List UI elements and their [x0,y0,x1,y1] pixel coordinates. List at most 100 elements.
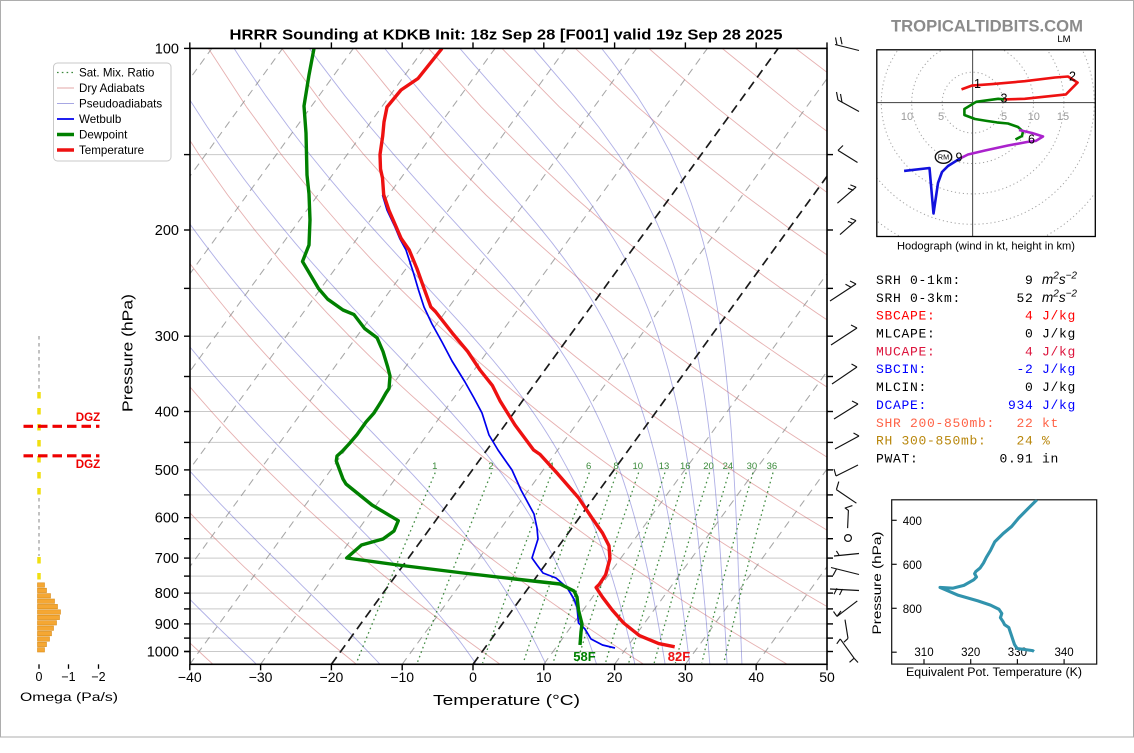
svg-text:24: 24 [1016,434,1033,449]
svg-text:MLCIN:: MLCIN: [876,380,927,395]
svg-text:22: 22 [1016,416,1033,431]
svg-text:−10: −10 [390,669,414,685]
svg-text:MUCAPE:: MUCAPE: [876,344,936,359]
svg-text:30: 30 [747,461,758,472]
svg-text:PWAT:: PWAT: [876,452,919,467]
svg-text:Wetbulb: Wetbulb [79,113,121,126]
svg-text:Pressure (hPa): Pressure (hPa) [872,531,884,634]
svg-text:6: 6 [586,461,591,472]
svg-text:934: 934 [1008,398,1034,413]
svg-text:10: 10 [901,111,913,123]
svg-text:SRH 0-3km:: SRH 0-3km: [876,291,961,306]
svg-text:0: 0 [1025,327,1034,342]
svg-text:5: 5 [938,111,944,123]
svg-text:DGZ: DGZ [76,458,100,471]
svg-text:52: 52 [1016,291,1033,306]
svg-text:82F: 82F [668,649,690,664]
svg-text:J/kg: J/kg [1042,309,1076,324]
svg-text:300: 300 [155,329,179,345]
svg-text:20: 20 [607,669,623,685]
svg-text:200: 200 [155,223,179,239]
svg-text:800: 800 [903,604,922,616]
svg-text:J/kg: J/kg [1042,398,1076,413]
svg-text:4: 4 [1025,309,1034,324]
svg-text:320: 320 [961,647,980,659]
svg-text:DGZ: DGZ [76,411,100,424]
svg-text:−1: −1 [61,670,75,684]
svg-text:20: 20 [703,461,714,472]
svg-text:Temperature: Temperature [79,144,144,157]
svg-text:30: 30 [678,669,694,685]
svg-text:700: 700 [155,551,179,567]
svg-text:400: 400 [903,516,922,528]
svg-text:MLCAPE:: MLCAPE: [876,327,936,342]
svg-text:10: 10 [1028,111,1040,123]
svg-text:600: 600 [155,511,179,527]
svg-text:5: 5 [1001,111,1007,123]
svg-text:Temperature (°C): Temperature (°C) [433,693,580,709]
svg-text:J/kg: J/kg [1042,344,1076,359]
svg-text:36: 36 [767,461,778,472]
svg-text:Pressure (hPa): Pressure (hPa) [121,294,137,412]
svg-text:9: 9 [956,151,963,165]
svg-text:Hodograph (wind in kt, height: Hodograph (wind in kt, height in km) [897,241,1075,253]
svg-text:40: 40 [748,669,764,685]
svg-text:%: % [1042,434,1051,449]
svg-text:DCAPE:: DCAPE: [876,398,927,413]
svg-text:0: 0 [469,669,477,685]
svg-text:kt: kt [1042,416,1059,431]
svg-text:13: 13 [659,461,670,472]
svg-text:0: 0 [36,670,43,684]
svg-text:0.91: 0.91 [999,452,1033,467]
svg-text:TROPICALTIDBITS.COM: TROPICALTIDBITS.COM [891,18,1083,36]
svg-text:900: 900 [155,617,179,633]
svg-text:Sat. Mix. Ratio: Sat. Mix. Ratio [79,67,154,80]
svg-text:Dewpoint: Dewpoint [79,129,128,142]
svg-text:2: 2 [488,461,493,472]
svg-text:6: 6 [1028,133,1035,147]
svg-text:8: 8 [613,461,618,472]
svg-text:J/kg: J/kg [1042,362,1076,377]
svg-text:-2: -2 [1016,362,1033,377]
svg-text:10: 10 [633,461,644,472]
svg-text:Omega (Pa/s): Omega (Pa/s) [20,690,118,704]
svg-text:Equivalent Pot. Temperature (K: Equivalent Pot. Temperature (K) [906,665,1082,679]
svg-text:Dry Adiabats: Dry Adiabats [79,82,145,95]
svg-text:SBCAPE:: SBCAPE: [876,309,936,324]
svg-text:600: 600 [903,560,922,572]
svg-text:50: 50 [819,669,835,685]
svg-text:4: 4 [1025,344,1034,359]
svg-text:16: 16 [680,461,691,472]
svg-text:J/kg: J/kg [1042,327,1076,342]
svg-text:2: 2 [1069,70,1076,84]
svg-text:1: 1 [432,461,437,472]
svg-text:SBCIN:: SBCIN: [876,362,927,377]
svg-text:500: 500 [155,463,179,479]
svg-text:Pseudoadiabats: Pseudoadiabats [79,98,162,111]
svg-text:340: 340 [1055,647,1074,659]
svg-text:RM: RM [938,153,949,162]
svg-text:−20: −20 [320,669,344,685]
svg-text:0: 0 [1025,380,1034,395]
svg-text:310: 310 [914,647,933,659]
svg-text:1: 1 [974,77,981,91]
svg-text:800: 800 [155,586,179,602]
svg-text:100: 100 [155,41,179,57]
svg-text:in: in [1042,452,1059,467]
svg-text:58F: 58F [573,649,595,664]
svg-text:1000: 1000 [147,645,179,661]
svg-text:−40: −40 [178,669,202,685]
svg-text:SRH 0-1km:: SRH 0-1km: [876,273,961,288]
svg-text:9: 9 [1025,273,1034,288]
svg-text:SHR 200-850mb:: SHR 200-850mb: [876,416,995,431]
svg-text:400: 400 [155,405,179,421]
svg-text:24: 24 [723,461,734,472]
svg-text:RH 300-850mb:: RH 300-850mb: [876,434,987,449]
svg-text:−30: −30 [249,669,273,685]
svg-text:J/kg: J/kg [1042,380,1076,395]
svg-text:10: 10 [536,669,552,685]
svg-text:3: 3 [1001,92,1008,106]
svg-text:LM: LM [1057,34,1070,45]
svg-text:15: 15 [1057,111,1069,123]
svg-text:HRRR Sounding at KDKB Init: 18: HRRR Sounding at KDKB Init: 18z Sep 28 [… [230,28,783,44]
